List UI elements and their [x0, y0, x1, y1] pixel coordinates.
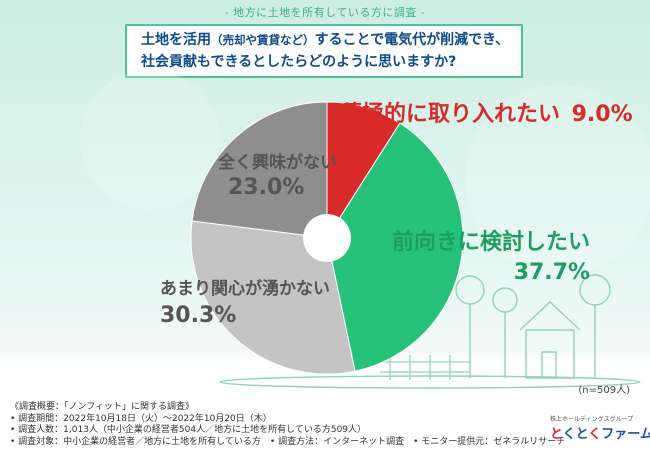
question-line-2: 社会貢献もできるとしたらどのように思いますか?: [141, 54, 457, 70]
bg-circle: [80, 70, 220, 210]
pie-slice-2: [326, 122, 464, 372]
slice-2-label: 前向きに検討したい: [392, 230, 591, 255]
house-icon: [519, 301, 581, 379]
question-part-a: 土地を活用: [141, 32, 211, 48]
slice-3-label: あまり関心が湧かない: [160, 279, 330, 299]
pie-center-hole: [303, 214, 351, 262]
label-slice-1: 積極的に取り入れたい 9.0%: [340, 96, 633, 128]
logo-wordmark: とくとくファーム: [550, 427, 650, 442]
survey-footer: 《調査概要：「ノンフィット」に関する調査》 • 調査期間：2022年10月18日…: [10, 402, 565, 448]
label-slice-3: あまり関心が湧かない 30.3%: [160, 274, 330, 328]
question-box: 土地を活用（売却や賃貸など）することで電気代が削減でき、 社会貢献もできるとした…: [125, 24, 523, 78]
survey-header: - 地方に土地を所有している方に調査 -: [224, 6, 426, 19]
trees: [455, 274, 611, 378]
slice-4-label: 全く興味がない: [218, 153, 337, 173]
label-slice-4: 全く興味がない 23.0%: [218, 148, 337, 200]
question-part-c: することで電気代が削減でき、: [314, 32, 510, 48]
pie-slice-3: [190, 220, 356, 375]
sample-size-note: (n=509人): [578, 385, 630, 396]
brand-logo: 株上ホールディングスグループ とくとくファーム: [550, 414, 650, 442]
footer-line: • 調査人数：1,013人（中小企業の経営者504人／地方に土地を所有している方…: [10, 425, 367, 435]
footer-line: 《調査概要：「ノンフィット」に関する調査》: [10, 402, 195, 412]
question-part-b: （売却や賃貸など）: [211, 33, 315, 47]
pie-slice-4: [191, 101, 328, 239]
question-line-1: 土地を活用（売却や賃貸など）することで電気代が削減でき、: [141, 29, 521, 51]
slice-4-value: 23.0%: [228, 175, 305, 200]
label-slice-2: 前向きに検討したい 37.7%: [392, 224, 590, 285]
slice-2-value: 37.7%: [513, 260, 591, 285]
slice-1-label: 積極的に取り入れたい: [340, 102, 561, 127]
bg-circle: [465, 85, 650, 275]
footer-line: • 調査対象：中小企業の経営者／地方に土地を所有している方 • 調査方法：インタ…: [10, 436, 566, 447]
footer-line: • 調査期間：2022年10月18日（火）～2022年10月20日（木）: [10, 413, 272, 424]
logo-subtext: 株上ホールディングスグループ: [550, 416, 634, 423]
slice-3-value: 30.3%: [160, 303, 237, 328]
slice-1-value: 9.0%: [571, 102, 633, 127]
